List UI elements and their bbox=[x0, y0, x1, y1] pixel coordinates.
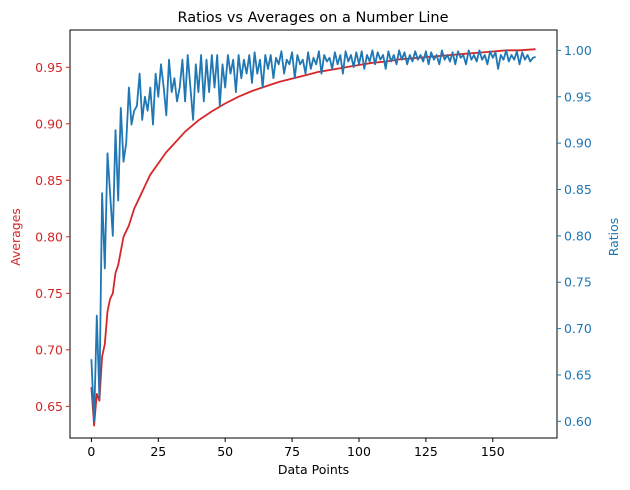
left-y-tick-label: 0.70 bbox=[35, 342, 63, 357]
right-y-tick-label: 0.65 bbox=[564, 367, 592, 382]
x-tick-label: 25 bbox=[150, 444, 166, 459]
right-y-tick-label: 0.70 bbox=[564, 321, 592, 336]
left-y-tick-label: 0.65 bbox=[35, 399, 63, 414]
left-axis-title: Averages bbox=[8, 208, 23, 266]
left-y-tick-label: 0.90 bbox=[35, 116, 63, 131]
x-tick-label: 0 bbox=[87, 444, 95, 459]
right-y-tick-label: 0.85 bbox=[564, 182, 592, 197]
plot-area bbox=[90, 48, 536, 427]
right-y-tick-label: 0.75 bbox=[564, 275, 592, 290]
series-line-ratios bbox=[90, 49, 536, 423]
right-y-tick-label: 0.90 bbox=[564, 136, 592, 151]
right-y-tick-label: 0.60 bbox=[564, 414, 592, 429]
right-y-tick-label: 1.00 bbox=[564, 43, 592, 58]
right-y-tick-label: 0.95 bbox=[564, 89, 592, 104]
x-tick-label: 75 bbox=[284, 444, 300, 459]
x-tick-label: 150 bbox=[481, 444, 505, 459]
right-y-tick-label: 0.80 bbox=[564, 228, 592, 243]
axes: 0 25 50 75 100 125 150 0.65 0.70 0.75 0.80 0.85 0.90… bbox=[35, 29, 592, 459]
x-tick-label: 50 bbox=[217, 444, 233, 459]
left-y-tick-label: 0.80 bbox=[35, 229, 63, 244]
plot-frame bbox=[69, 29, 558, 439]
x-tick-label: 125 bbox=[414, 444, 438, 459]
left-y-tick-label: 0.95 bbox=[35, 60, 63, 75]
chart-title: Ratios vs Averages on a Number Line bbox=[177, 10, 448, 26]
x-tick-label: 100 bbox=[347, 444, 371, 459]
right-axis-title: Ratios bbox=[606, 218, 621, 257]
left-y-tick-label: 0.85 bbox=[35, 173, 63, 188]
x-axis-title: Data Points bbox=[278, 462, 349, 477]
left-y-tick-label: 0.75 bbox=[35, 286, 63, 301]
